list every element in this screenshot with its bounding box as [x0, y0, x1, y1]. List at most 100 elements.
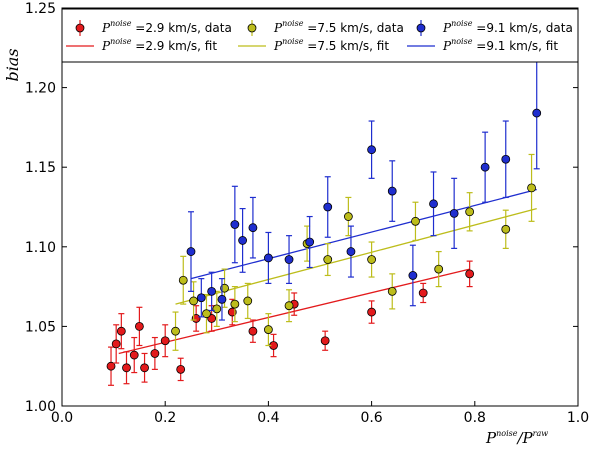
data-point	[111, 324, 121, 364]
marker	[129, 350, 139, 360]
marker	[284, 301, 294, 311]
legend-label: Pnoise =7.5 km/s, data	[273, 19, 404, 35]
legend-label: Pnoise =7.5 km/s, fit	[273, 37, 389, 53]
data-point	[160, 324, 170, 358]
y-tick-label: 1.00	[25, 399, 56, 415]
y-tick-label: 1.15	[25, 160, 56, 176]
data-point	[387, 160, 397, 222]
marker	[367, 255, 377, 264]
data-point	[323, 243, 333, 277]
data-point	[532, 56, 542, 170]
legend-rest: =7.5 km/s, data	[303, 21, 403, 35]
y-tick-label: 1.25	[25, 1, 56, 17]
data-point	[238, 207, 248, 273]
data-point	[408, 244, 418, 307]
data-point	[367, 120, 377, 179]
marker	[411, 216, 420, 226]
data-point	[434, 250, 444, 288]
data-point	[150, 336, 160, 370]
marker	[176, 364, 186, 374]
legend-label: Pnoise =9.1 km/s, fit	[442, 37, 558, 53]
marker	[465, 269, 475, 279]
data-point	[189, 281, 198, 321]
data-point	[418, 282, 428, 304]
legend-marker	[416, 23, 426, 33]
data-point	[465, 192, 475, 232]
data-point	[106, 346, 116, 386]
data-point	[367, 300, 377, 324]
data-point	[171, 311, 180, 351]
y-tick-label: 1.05	[25, 319, 56, 335]
data-point	[346, 225, 356, 278]
marker	[217, 294, 227, 304]
data-point	[465, 260, 475, 288]
marker	[323, 202, 333, 212]
data-point	[248, 196, 258, 259]
data-point	[305, 215, 315, 269]
data-point	[284, 289, 294, 323]
marker	[343, 212, 353, 221]
marker	[171, 326, 180, 336]
marker	[243, 296, 253, 306]
legend-rest: =2.9 km/s, fit	[131, 39, 217, 53]
marker	[501, 154, 511, 164]
marker	[434, 264, 444, 274]
data-point	[367, 241, 377, 278]
legend-rest: =9.1 km/s, fit	[472, 39, 558, 53]
legend-label: Pnoise =2.9 km/s, data	[101, 19, 232, 35]
legend-rest: =7.5 km/s, fit	[303, 39, 389, 53]
marker	[134, 321, 144, 331]
marker	[196, 293, 206, 303]
x-axis-label: Pnoise/Praw	[485, 429, 548, 447]
data-point	[449, 177, 459, 249]
marker	[106, 361, 116, 371]
marker	[178, 275, 188, 285]
data-point	[202, 293, 211, 334]
marker	[449, 208, 459, 218]
marker	[116, 326, 126, 336]
data-point	[122, 351, 131, 385]
data-point	[387, 273, 397, 310]
data-point	[186, 211, 196, 292]
legend-sup: noise	[110, 19, 132, 28]
marker	[323, 255, 333, 264]
marker	[238, 236, 248, 245]
legend-rest: =2.9 km/s, data	[131, 21, 231, 35]
data-point	[116, 313, 126, 350]
marker	[387, 286, 397, 296]
x-tick-label: 0.4	[257, 410, 279, 426]
data-point	[501, 209, 511, 249]
data-point	[212, 290, 222, 327]
legend-sup: noise	[451, 19, 473, 28]
marker	[284, 255, 294, 264]
data-point	[207, 271, 217, 312]
y-tick-label: 1.20	[25, 81, 56, 97]
marker	[418, 288, 428, 298]
legend-marker	[75, 23, 85, 33]
data-point	[323, 176, 333, 238]
legend-p: P	[101, 39, 111, 53]
legend-p: P	[101, 21, 111, 35]
fit-line-1	[175, 207, 537, 305]
data-point	[129, 336, 139, 374]
marker	[480, 162, 490, 172]
data-point	[411, 201, 420, 242]
data-point	[230, 286, 240, 323]
x-tick-label: 0.8	[464, 410, 486, 426]
marker	[186, 247, 196, 256]
marker	[230, 299, 240, 309]
marker	[527, 183, 536, 193]
data-point	[248, 319, 258, 343]
marker	[202, 309, 211, 319]
marker	[320, 336, 330, 346]
data-point	[263, 231, 273, 285]
legend-box	[61, 8, 579, 63]
legend-p: P	[442, 39, 452, 53]
data-point	[263, 313, 273, 347]
marker	[248, 326, 258, 336]
data-point	[243, 282, 253, 320]
x-tick-label: 0.2	[154, 410, 176, 426]
marker	[465, 207, 475, 217]
marker	[532, 108, 542, 118]
